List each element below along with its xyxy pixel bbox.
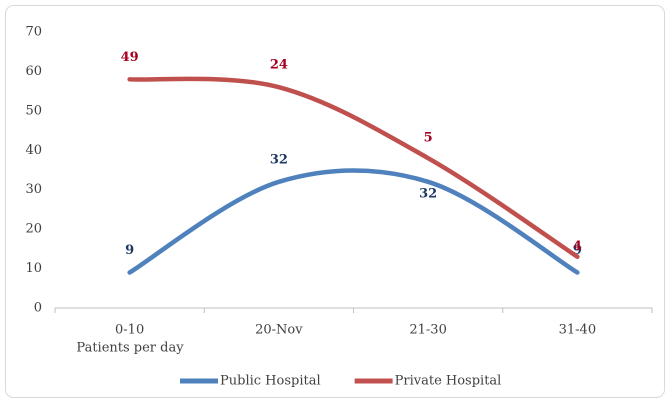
y-tick-label: 0 [34,301,42,316]
x-tick-label: 21-30 [409,323,446,338]
y-tick-label: 50 [25,103,42,118]
series-line [127,76,580,259]
y-tick-label: 70 [25,25,42,40]
data-label: 32 [419,186,437,201]
data-label: 4 [573,239,582,254]
y-tick-label: 30 [25,182,42,197]
y-tick-label: 10 [25,261,42,276]
data-label: 5 [424,131,433,146]
data-label: 32 [270,152,288,167]
x-tick-label: 0-10 [115,323,144,338]
chart-frame [5,5,665,398]
x-axis-label: Patients per day [76,341,184,356]
data-label: 9 [573,243,582,258]
x-tick-label: 20-Nov [255,323,303,338]
data-label: 24 [270,58,288,73]
data-label: 49 [121,50,139,65]
data-label: 9 [125,243,134,258]
x-tick-label: 31-40 [559,323,596,338]
legend-label: Private Hospital [395,374,502,389]
y-tick-label: 20 [25,222,42,237]
y-tick-label: 40 [25,143,42,158]
series-line [127,168,580,275]
legend-label: Public Hospital [220,374,321,389]
y-tick-label: 60 [25,64,42,79]
